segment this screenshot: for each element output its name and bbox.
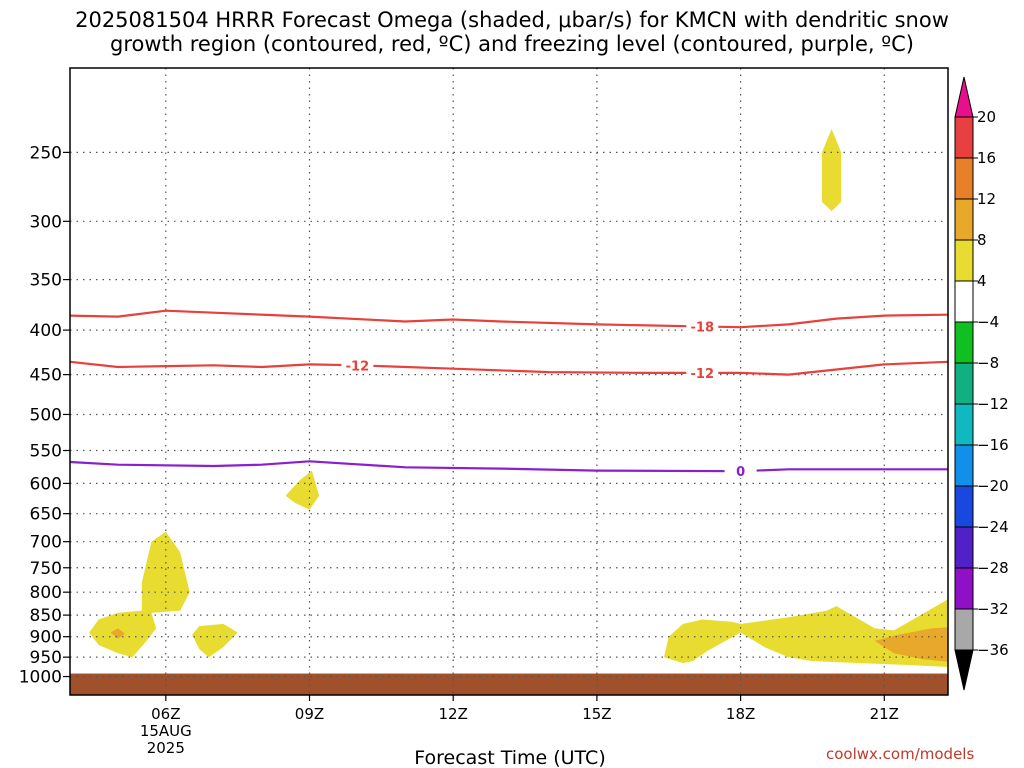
- colorbar-label-11: −24: [977, 518, 1009, 536]
- colorbar-top-arrow: [954, 76, 974, 118]
- x-tick-label-6: 06Z: [151, 705, 180, 723]
- colorbar: 20 16 12 8 4 −4 −8 −12 −16 −20 −24 −28 −32 −36: [954, 76, 1009, 691]
- contour-layer: -18 -12 -12 0: [69, 309, 949, 480]
- contour-label-3: -12: [691, 367, 715, 382]
- chart-title-line-2: growth region (contoured, red, ºC) and f…: [110, 32, 914, 56]
- plot-frame: [69, 67, 949, 696]
- y-axis: 2503003504004505005506006507007508008509…: [19, 143, 70, 688]
- colorbar-bottom-arrow: [954, 649, 974, 691]
- contour-label-bg-3: [686, 365, 719, 380]
- chart-title-line-1: 2025081504 HRRR Forecast Omega (shaded, …: [75, 8, 949, 32]
- y-tick-label-750: 750: [30, 559, 62, 579]
- y-tick-label-250: 250: [30, 143, 62, 163]
- ground-layer: [70, 673, 948, 695]
- colorbar-segment-4: [954, 239, 974, 282]
- y-tick-label-500: 500: [30, 405, 62, 425]
- x-tick-label-21: 21Z: [870, 705, 899, 723]
- colorbar-segment-11: [954, 526, 974, 569]
- omega-shaded-region-2: [110, 628, 126, 639]
- omega-shaded-region-4: [285, 470, 320, 510]
- x-tick-label-12: 12Z: [439, 705, 468, 723]
- y-tick-label-600: 600: [30, 474, 62, 494]
- colorbar-label-13: −32: [977, 600, 1009, 618]
- contour-line-4: [69, 460, 948, 473]
- colorbar-label-10: −20: [977, 477, 1009, 495]
- colorbar-label-4: 8: [977, 231, 987, 249]
- colorbar-label-6: −4: [977, 313, 999, 331]
- credit-text: coolwx.com/models: [826, 745, 975, 763]
- y-tick-label-1000: 1000: [19, 668, 62, 688]
- colorbar-segment-8: [954, 403, 974, 446]
- contour-label-2: -12: [346, 359, 370, 374]
- colorbar-segment-2: [954, 157, 974, 200]
- colorbar-segment-5: [954, 280, 974, 323]
- grid-layer: [70, 68, 948, 695]
- colorbar-segment-3: [954, 198, 974, 241]
- x-tick-label-9: 09Z: [295, 705, 324, 723]
- x-axis-label: Forecast Time (UTC): [414, 747, 605, 768]
- colorbar-segment-9: [954, 444, 974, 487]
- colorbar-label-2: 16: [977, 149, 996, 167]
- omega-shading-layer: [89, 129, 948, 667]
- colorbar-segment-13: [954, 608, 974, 651]
- contour-label-bg-1: [686, 319, 719, 334]
- contour-line-2: [69, 360, 949, 376]
- colorbar-label-12: −28: [977, 559, 1009, 577]
- y-tick-label-800: 800: [30, 583, 62, 603]
- omega-shaded-region-3: [192, 623, 238, 658]
- colorbar-segment-6: [954, 321, 974, 364]
- ground-bar: [70, 673, 948, 695]
- omega-shaded-region-6: [664, 599, 948, 667]
- colorbar-label-7: −8: [977, 354, 999, 372]
- x-tick-sublabel-year: 2025: [147, 739, 185, 757]
- x-tick-label-18: 18Z: [726, 705, 755, 723]
- x-tick-label-15: 15Z: [582, 705, 611, 723]
- y-tick-label-450: 450: [30, 366, 62, 386]
- y-tick-label-700: 700: [30, 533, 62, 553]
- contour-label-1: -18: [691, 320, 715, 335]
- y-tick-label-400: 400: [30, 321, 62, 341]
- y-tick-label-550: 550: [30, 442, 62, 462]
- colorbar-segment-1: [954, 116, 974, 159]
- colorbar-label-9: −16: [977, 436, 1009, 454]
- y-tick-label-950: 950: [30, 648, 62, 668]
- colorbar-label-5: 4: [977, 272, 987, 290]
- x-tick-sublabel-date: 15AUG: [140, 722, 192, 740]
- contour-label-bg-2: [341, 358, 374, 373]
- y-tick-label-650: 650: [30, 505, 62, 525]
- colorbar-segment-7: [954, 362, 974, 405]
- omega-shaded-region-1: [89, 531, 190, 658]
- colorbar-segment-12: [954, 567, 974, 610]
- colorbar-label-1: 20: [977, 108, 996, 126]
- omega-shaded-region-7: [874, 627, 948, 662]
- y-tick-label-850: 850: [30, 606, 62, 626]
- y-tick-label-300: 300: [30, 212, 62, 232]
- colorbar-label-3: 12: [977, 190, 996, 208]
- colorbar-label-8: −12: [977, 395, 1009, 413]
- colorbar-label-14: −36: [977, 641, 1009, 659]
- y-tick-label-350: 350: [30, 271, 62, 291]
- y-tick-label-900: 900: [30, 628, 62, 648]
- colorbar-segment-10: [954, 485, 974, 528]
- omega-shaded-region-5: [822, 129, 842, 212]
- contour-line-1: [69, 309, 949, 329]
- contour-label-bg-4: [724, 464, 757, 479]
- contour-label-4: 0: [736, 465, 745, 480]
